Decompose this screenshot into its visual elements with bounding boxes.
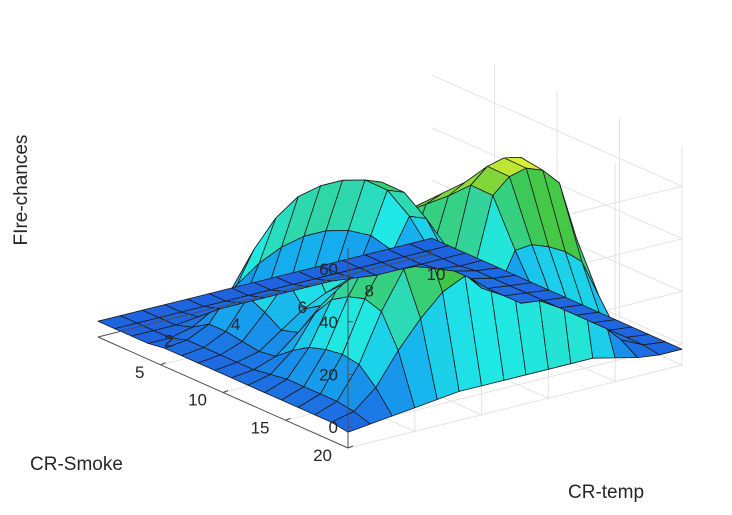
- z-tick-label: 0: [329, 418, 338, 437]
- x-tick-mark: [163, 315, 166, 321]
- y-tick-mark: [285, 417, 291, 421]
- x-tick-mark: [430, 248, 433, 255]
- x-tick-label: 6: [298, 298, 307, 317]
- y-gridline: [347, 146, 683, 449]
- y-tick-mark: [160, 362, 166, 366]
- x-axis-label: CR-temp: [568, 482, 644, 503]
- y-tick-mark: [222, 390, 229, 393]
- x-tick-mark: [230, 298, 233, 304]
- y-tick-label: 10: [188, 391, 207, 410]
- x-tick-label: 10: [427, 265, 446, 284]
- x-tick-label: 4: [231, 315, 240, 334]
- tick-labels: 0 20 40 60 5 10 15 20 2 4 6 8 10: [135, 248, 446, 465]
- x-tick-label: 2: [164, 331, 173, 350]
- x-tick-mark: [296, 282, 299, 288]
- z-tick-label: 60: [319, 260, 338, 279]
- y-tick-label: 20: [313, 446, 332, 465]
- x-tick-mark: [363, 265, 366, 271]
- y-axis-label: CR-Smoke: [30, 454, 123, 475]
- z-tick-label: 40: [319, 313, 338, 332]
- x-axis-line: [97, 253, 433, 338]
- x-tick-label: 8: [364, 282, 373, 301]
- surface-mesh: [97, 156, 683, 433]
- z-tick-label: 20: [319, 365, 338, 384]
- y-tick-mark: [347, 445, 354, 449]
- surface-face: [409, 237, 450, 252]
- z-axis-label: FIre-chances: [11, 135, 32, 246]
- y-tick-label: 5: [135, 363, 144, 382]
- y-tick-label: 15: [251, 418, 270, 437]
